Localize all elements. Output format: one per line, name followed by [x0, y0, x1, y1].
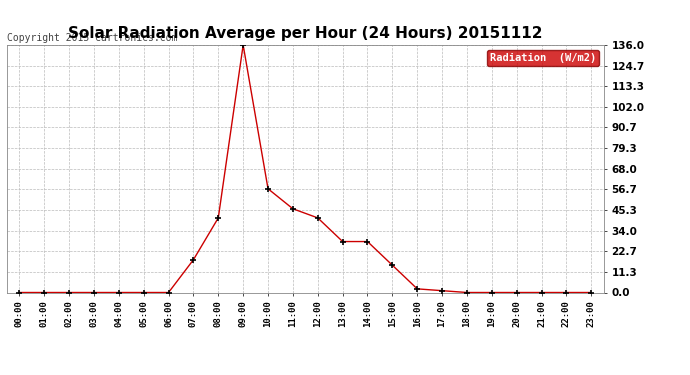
- Title: Solar Radiation Average per Hour (24 Hours) 20151112: Solar Radiation Average per Hour (24 Hou…: [68, 26, 542, 41]
- Legend: Radiation  (W/m2): Radiation (W/m2): [487, 50, 599, 66]
- Text: Copyright 2015 Cartronics.com: Copyright 2015 Cartronics.com: [7, 33, 177, 42]
